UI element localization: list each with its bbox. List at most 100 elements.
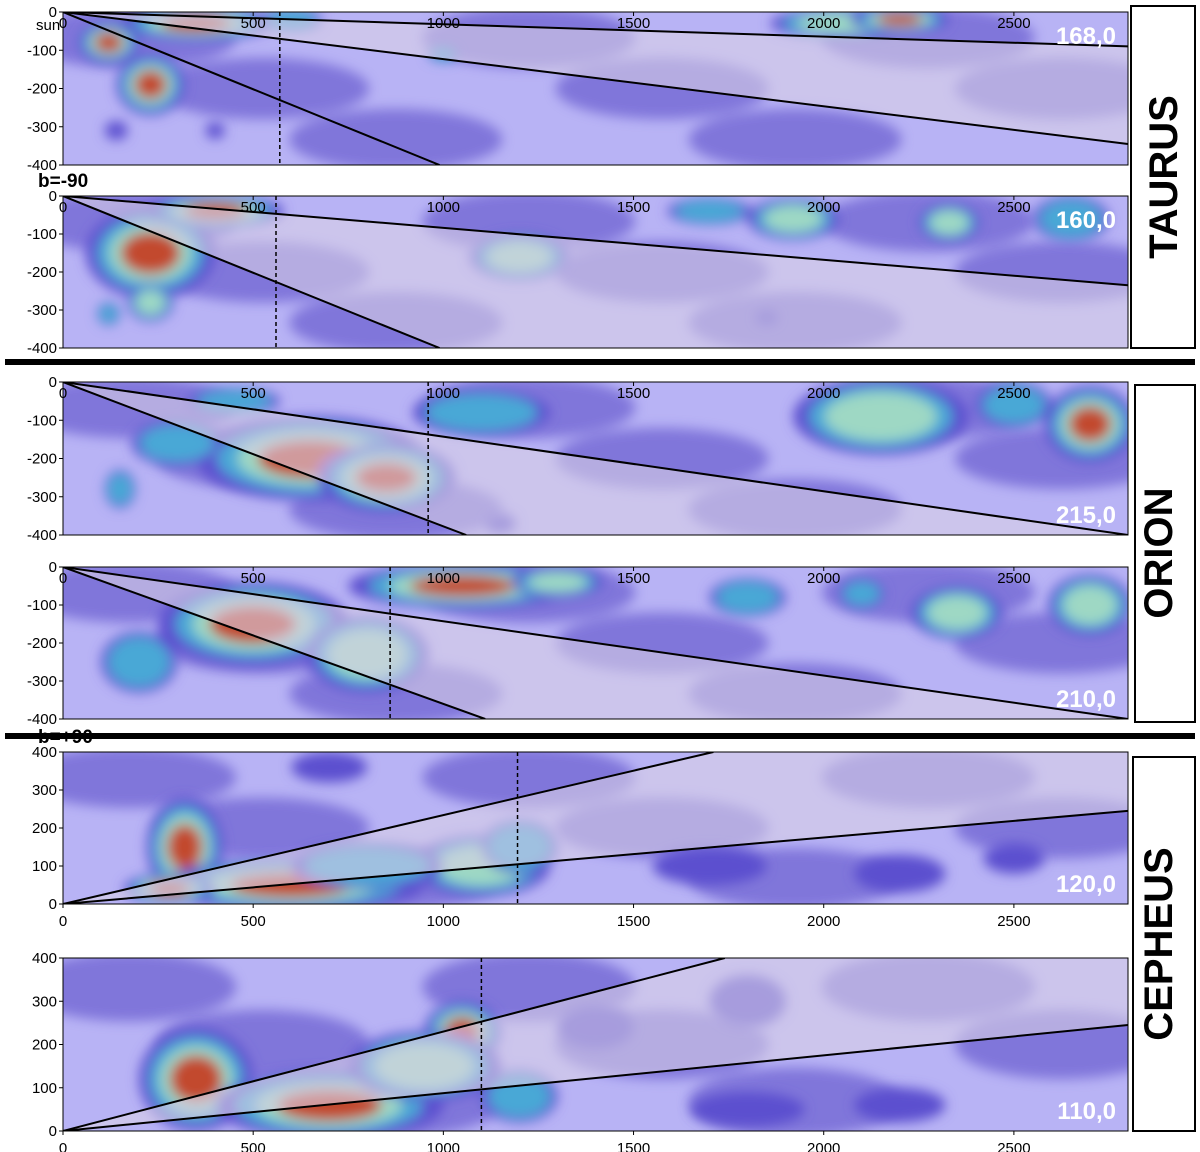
- density-blob: [425, 393, 538, 432]
- heatmap-area: [63, 382, 1128, 535]
- density-band: [63, 958, 237, 1022]
- density-blob: [824, 391, 937, 441]
- panel-1: 0 500 1000 1500 2000 25000-100-200-300-400168…: [27, 4, 1129, 174]
- density-blob: [982, 386, 1046, 424]
- x-tick-label: 1500: [617, 1140, 650, 1152]
- density-blob: [135, 290, 166, 315]
- heatmap-area: [63, 12, 1128, 165]
- cone-line: [63, 12, 1128, 48]
- x-tick-label: 2500: [997, 199, 1030, 216]
- density-blob: [843, 581, 881, 607]
- y-tick-label: 300: [32, 993, 57, 1010]
- y-tick-label: 100: [32, 858, 57, 875]
- x-tick-label: 1000: [427, 385, 460, 402]
- panels: 0 500 1000 1500 2000 25000-100-200-300-400168…: [27, 4, 1129, 1152]
- density-blob: [854, 854, 946, 893]
- density-blob: [205, 122, 225, 139]
- panel-5: 050010001500200025004003002001000120,0b=…: [32, 727, 1129, 930]
- density-blob: [107, 637, 171, 687]
- density-blob: [167, 824, 203, 870]
- density-blob: [675, 200, 744, 223]
- density-blob: [983, 843, 1045, 874]
- x-tick-label: 2500: [997, 1140, 1030, 1152]
- separator-bar: [5, 733, 1195, 739]
- x-tick-label: 1000: [427, 15, 460, 32]
- y-tick-label: 0: [49, 374, 57, 391]
- region-label: ORION: [1137, 487, 1181, 618]
- y-tick-label: 200: [32, 820, 57, 837]
- cone-line: [63, 1024, 1128, 1131]
- x-tick-label: 2500: [997, 15, 1030, 32]
- density-blob: [409, 575, 515, 597]
- density-blob: [1063, 585, 1117, 625]
- y-tick-label: -400: [27, 157, 57, 174]
- y-tick-label: -400: [27, 340, 57, 357]
- y-tick-label: -100: [27, 42, 57, 59]
- y-tick-label: -400: [27, 527, 57, 544]
- density-blob: [716, 581, 779, 613]
- density-blob: [854, 1087, 946, 1123]
- y-tick-label: 400: [32, 950, 57, 967]
- cone-shading: [63, 196, 1128, 348]
- x-tick-label: 0: [59, 385, 67, 402]
- region-box-taurus: TAURUS: [1130, 5, 1196, 349]
- cone-line: [63, 382, 467, 535]
- y-tick-label: -100: [27, 226, 57, 243]
- cone-shading: [63, 958, 1128, 1131]
- cone-line: [63, 196, 1128, 287]
- x-tick-label: 1000: [427, 1140, 460, 1152]
- y-tick-label: 0: [49, 188, 57, 205]
- x-tick-label: 0: [59, 570, 67, 587]
- x-tick-label: 2000: [807, 199, 840, 216]
- x-tick-label: 500: [241, 15, 266, 32]
- cone-line: [63, 567, 1128, 719]
- density-band: [156, 57, 370, 120]
- density-blob: [929, 210, 969, 235]
- x-tick-label: 1000: [427, 199, 460, 216]
- density-blob: [1068, 406, 1111, 442]
- y-tick-label: -200: [27, 635, 57, 652]
- density-band: [63, 752, 237, 808]
- longitude-latitude-label: 215,0: [1056, 502, 1116, 529]
- y-tick-label: -300: [27, 673, 57, 690]
- x-tick-label: 500: [241, 199, 266, 216]
- region-label: TAURUS: [1142, 95, 1186, 259]
- y-tick-label: 0: [49, 4, 57, 21]
- x-tick-label: 0: [59, 1140, 67, 1152]
- x-tick-label: 2500: [997, 570, 1030, 587]
- x-tick-label: 0: [59, 199, 67, 216]
- x-tick-label: 2000: [807, 1140, 840, 1152]
- y-tick-label: -300: [27, 119, 57, 136]
- x-tick-label: 1000: [427, 913, 460, 930]
- x-tick-label: 1500: [617, 15, 650, 32]
- heatmap-area: [63, 752, 1128, 904]
- y-tick-label: 200: [32, 1037, 57, 1054]
- y-tick-label: -100: [27, 412, 57, 429]
- x-tick-label: 2000: [807, 15, 840, 32]
- x-tick-label: 1500: [617, 913, 650, 930]
- x-tick-label: 2000: [807, 913, 840, 930]
- y-tick-label: 0: [49, 559, 57, 576]
- y-tick-label: -200: [27, 264, 57, 281]
- cone-line: [63, 12, 440, 165]
- heatmap-area: [63, 958, 1128, 1131]
- x-tick-label: 1500: [617, 570, 650, 587]
- heatmap-area: [63, 567, 1128, 719]
- longitude-latitude-label: 120,0: [1056, 871, 1116, 898]
- x-tick-label: 0: [59, 913, 67, 930]
- longitude-latitude-label: 160,0: [1056, 207, 1116, 234]
- cone-line: [63, 752, 714, 904]
- density-blob: [169, 1055, 223, 1103]
- longitude-latitude-label: 110,0: [1057, 1098, 1116, 1125]
- density-blob: [652, 847, 767, 885]
- y-tick-label: -300: [27, 302, 57, 319]
- x-tick-label: 2000: [807, 570, 840, 587]
- cone-line: [63, 12, 1128, 145]
- density-blob: [291, 752, 368, 783]
- longitude-latitude-label: 168,0: [1056, 23, 1116, 50]
- panel-4: 0 500 1000 1500 2000 25000-100-200-300-400210…: [27, 559, 1129, 728]
- longitude-latitude-label: 210,0: [1056, 686, 1116, 713]
- panel-annotation: b=-90: [38, 171, 88, 192]
